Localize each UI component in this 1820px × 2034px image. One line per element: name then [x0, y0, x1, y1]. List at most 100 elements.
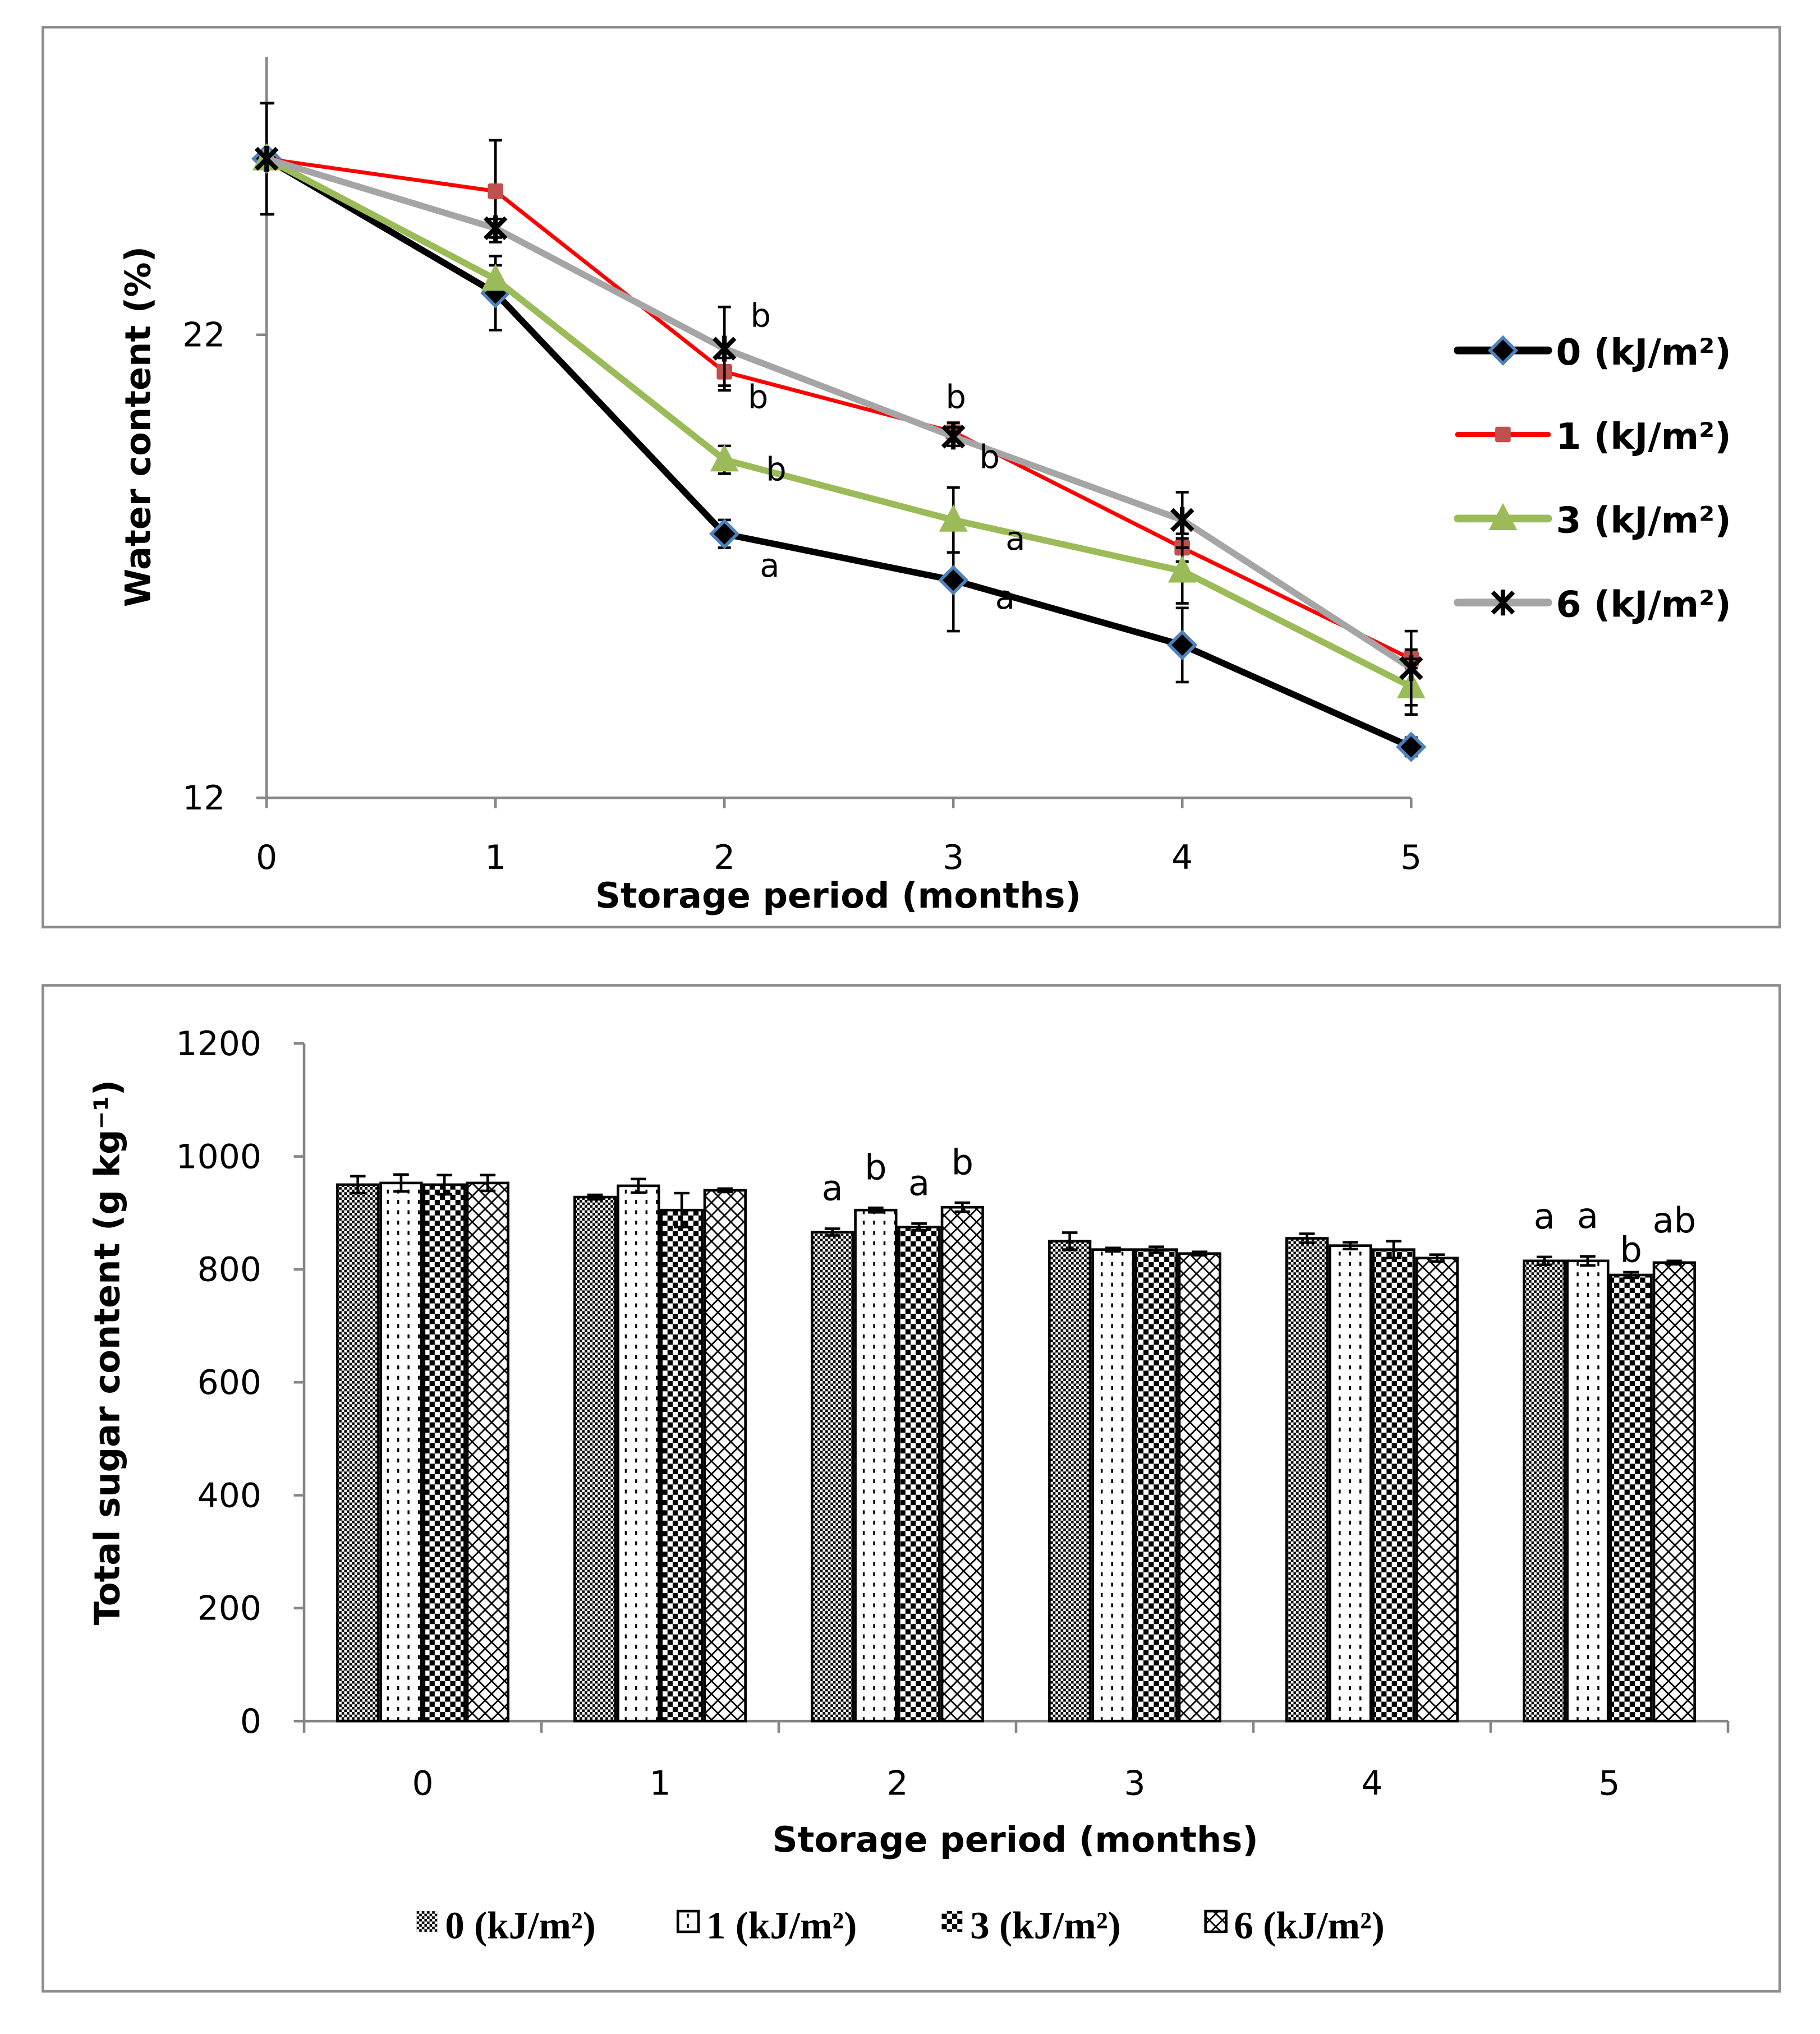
legend-item-2: 3 (kJ/m²): [941, 1903, 1121, 1946]
significance-label: b: [748, 378, 769, 416]
error-bar: [1623, 1271, 1639, 1280]
error-bar: [266, 102, 275, 216]
bar: [897, 1226, 941, 1723]
legend-item-1: 1 (kJ/m²): [1455, 416, 1731, 458]
bar: [811, 1231, 854, 1723]
error-bar: [587, 1193, 603, 1201]
significance-label: a: [822, 1168, 843, 1209]
bar: [1609, 1273, 1653, 1723]
significance-label: b: [952, 1142, 974, 1182]
error-bar: [436, 1174, 452, 1196]
x-tick-label: 0: [256, 838, 277, 877]
error-bar: [717, 1187, 733, 1194]
error-bar: [1192, 1250, 1208, 1257]
water-content-chart: Water content (%) Storage period (months…: [118, 57, 1731, 916]
top-xlabel: Storage period (months): [595, 875, 1081, 916]
x-tick-label: 2: [886, 1764, 908, 1803]
error-bar: [1536, 1255, 1552, 1267]
series-line: [265, 155, 1413, 671]
bar: [660, 1208, 704, 1723]
error-bar: [954, 1201, 971, 1213]
data-point: [1168, 555, 1197, 583]
data-point: [710, 444, 739, 472]
error-bar: [911, 1222, 927, 1232]
bar: [854, 1208, 898, 1723]
significance-label: a: [760, 547, 779, 585]
significance-label: b: [1620, 1229, 1642, 1270]
legend-item-0: 0 (kJ/m²): [1454, 332, 1731, 374]
significance-label: b: [766, 451, 787, 489]
data-point: [709, 518, 740, 549]
significance-label: ab: [1653, 1200, 1697, 1241]
bottom-ylabel: Total sugar content (g kg⁻¹): [86, 1080, 127, 1625]
x-tick-label: 4: [1361, 1764, 1382, 1803]
series-line: [266, 157, 1412, 661]
bar: [1048, 1240, 1092, 1723]
error-bar: [1666, 1259, 1683, 1266]
legend-item-0: 0 (kJ/m²): [416, 1903, 596, 1946]
legend-marker: [1491, 590, 1515, 616]
x-tick-label: 5: [1400, 838, 1422, 877]
significance-label: b: [865, 1147, 887, 1188]
series-line: [265, 156, 1413, 750]
bar: [1372, 1248, 1415, 1723]
bar-series-3: [466, 1174, 1696, 1723]
data-point: [1170, 507, 1194, 533]
legend-swatch: [676, 1909, 700, 1934]
legend-item-3: 6 (kJ/m²): [1454, 584, 1731, 626]
legend-swatch: [1204, 1909, 1228, 1934]
bar: [573, 1195, 617, 1723]
x-tick-label: 1: [649, 1764, 670, 1803]
series-line: [265, 155, 1413, 690]
bar-series-1: [379, 1173, 1610, 1723]
error-bar: [1580, 1255, 1596, 1267]
bar: [1285, 1237, 1329, 1723]
significance-label: b: [979, 439, 1000, 476]
data-point: [483, 215, 508, 241]
legend-marker: [1487, 335, 1519, 366]
y-tick-label: 400: [197, 1476, 261, 1515]
data-point: [1167, 629, 1198, 660]
bar: [1329, 1244, 1372, 1723]
significance-label: b: [946, 379, 967, 416]
error-bar: [1105, 1246, 1121, 1253]
error-bar: [350, 1175, 366, 1195]
data-point: [1399, 655, 1423, 682]
top-ylabel: Water content (%): [118, 246, 159, 607]
error-bar: [1386, 1240, 1401, 1260]
error-bar: [868, 1206, 884, 1214]
bar: [466, 1181, 509, 1723]
data-point: [941, 424, 966, 450]
significance-label: a: [1577, 1195, 1598, 1236]
error-bar: [480, 1174, 496, 1193]
data-point: [488, 183, 504, 199]
error-bar: [1429, 1253, 1445, 1263]
bar: [1566, 1259, 1610, 1723]
error-bar: [1061, 1231, 1078, 1251]
y-tick-label: 0: [240, 1702, 261, 1741]
legend-swatch: [416, 1911, 438, 1932]
legend-label: 6 (kJ/m²): [1556, 584, 1731, 626]
y-tick-label: 22: [182, 315, 225, 355]
bar: [1178, 1252, 1221, 1723]
data-point: [938, 565, 969, 596]
bottom-xlabel: Storage period (months): [773, 1819, 1258, 1860]
legend-label: 1 (kJ/m²): [1556, 416, 1731, 458]
bar: [1134, 1248, 1178, 1723]
y-tick-label: 1000: [176, 1137, 261, 1176]
x-tick-label: 0: [412, 1764, 433, 1803]
bar: [940, 1205, 984, 1723]
bar: [617, 1184, 660, 1723]
legend-item-3: 6 (kJ/m²): [1204, 1903, 1385, 1946]
x-tick-label: 5: [1598, 1764, 1620, 1803]
legend-swatch: [941, 1911, 963, 1932]
y-tick-label: 800: [197, 1250, 261, 1290]
x-tick-label: 4: [1171, 838, 1193, 877]
bar: [1415, 1257, 1459, 1723]
error-bar: [1343, 1241, 1358, 1250]
legend-marker: [1495, 426, 1511, 443]
y-tick-label: 200: [197, 1589, 261, 1628]
significance-label: a: [1005, 520, 1025, 558]
series-2: [252, 143, 1426, 716]
significance-label: b: [750, 297, 771, 334]
